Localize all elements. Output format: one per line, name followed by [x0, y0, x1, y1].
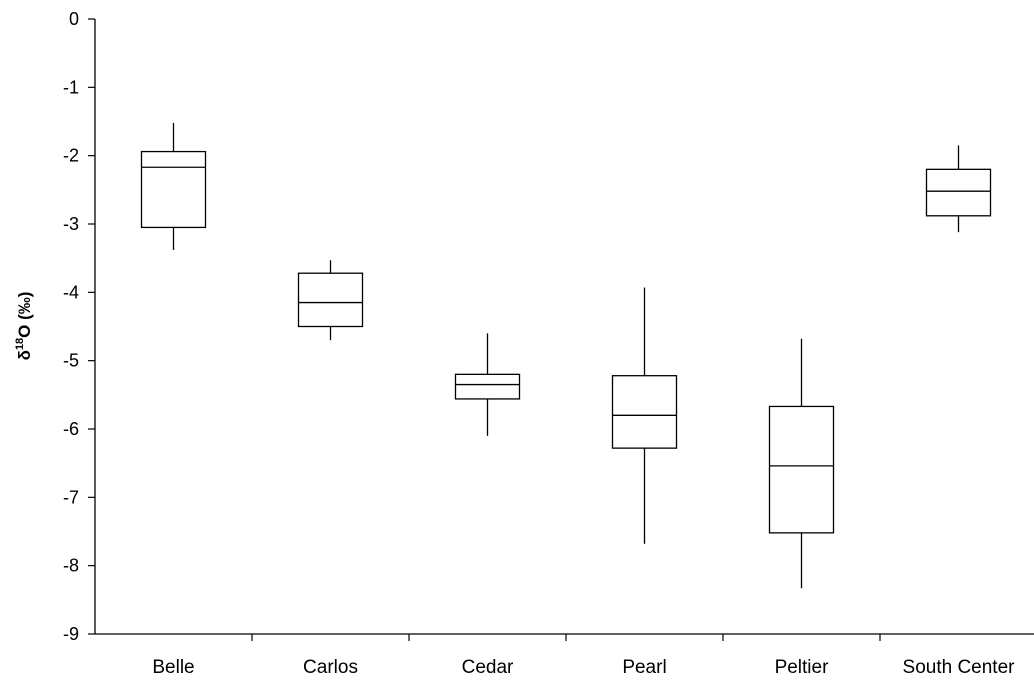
box-peltier [768, 338, 835, 589]
box-iqr [297, 272, 364, 328]
y-tick-label: -6 [63, 419, 79, 439]
box-belle [140, 122, 207, 250]
y-tick-label: -9 [63, 624, 79, 644]
x-tick-label: Peltier [775, 657, 830, 678]
y-axis-label: δ18O (‰) [14, 292, 34, 361]
axes: 0 -1 -2 -3 -4 -5 -6 -7 -8 -9 Belle Carlos Cedar Pearl… [63, 9, 1034, 678]
box-south-center [925, 145, 992, 233]
box-iqr [140, 150, 207, 229]
x-tick-label: Pearl [622, 657, 666, 678]
x-tick-label: South Center [903, 657, 1016, 678]
box-pearl [611, 287, 678, 544]
y-tick-label: -7 [63, 487, 79, 507]
y-axis-label-main: O (‰) [15, 292, 34, 338]
y-tick-label: -5 [63, 351, 79, 371]
y-tick-label: -3 [63, 214, 79, 234]
boxes [140, 122, 992, 589]
box-carlos [297, 260, 364, 341]
box-iqr [925, 168, 992, 217]
x-tick-label: Belle [152, 657, 194, 678]
y-tick-label: 0 [69, 9, 79, 29]
box-iqr [454, 373, 521, 400]
y-tick-label: -8 [63, 556, 79, 576]
x-tick-label: Cedar [462, 657, 514, 678]
y-tick-label: -1 [63, 77, 79, 97]
x-tick-label: Carlos [303, 657, 358, 678]
box-iqr [611, 375, 678, 449]
svg-text:δ18O (‰): δ18O (‰) [14, 292, 34, 361]
y-tick-label: -2 [63, 146, 79, 166]
y-axis-label-symbol: δ [15, 350, 34, 360]
y-axis-label-superscript: 18 [14, 338, 26, 350]
box-iqr [768, 405, 835, 534]
box-cedar [454, 333, 521, 436]
y-tick-label: -4 [63, 282, 79, 302]
